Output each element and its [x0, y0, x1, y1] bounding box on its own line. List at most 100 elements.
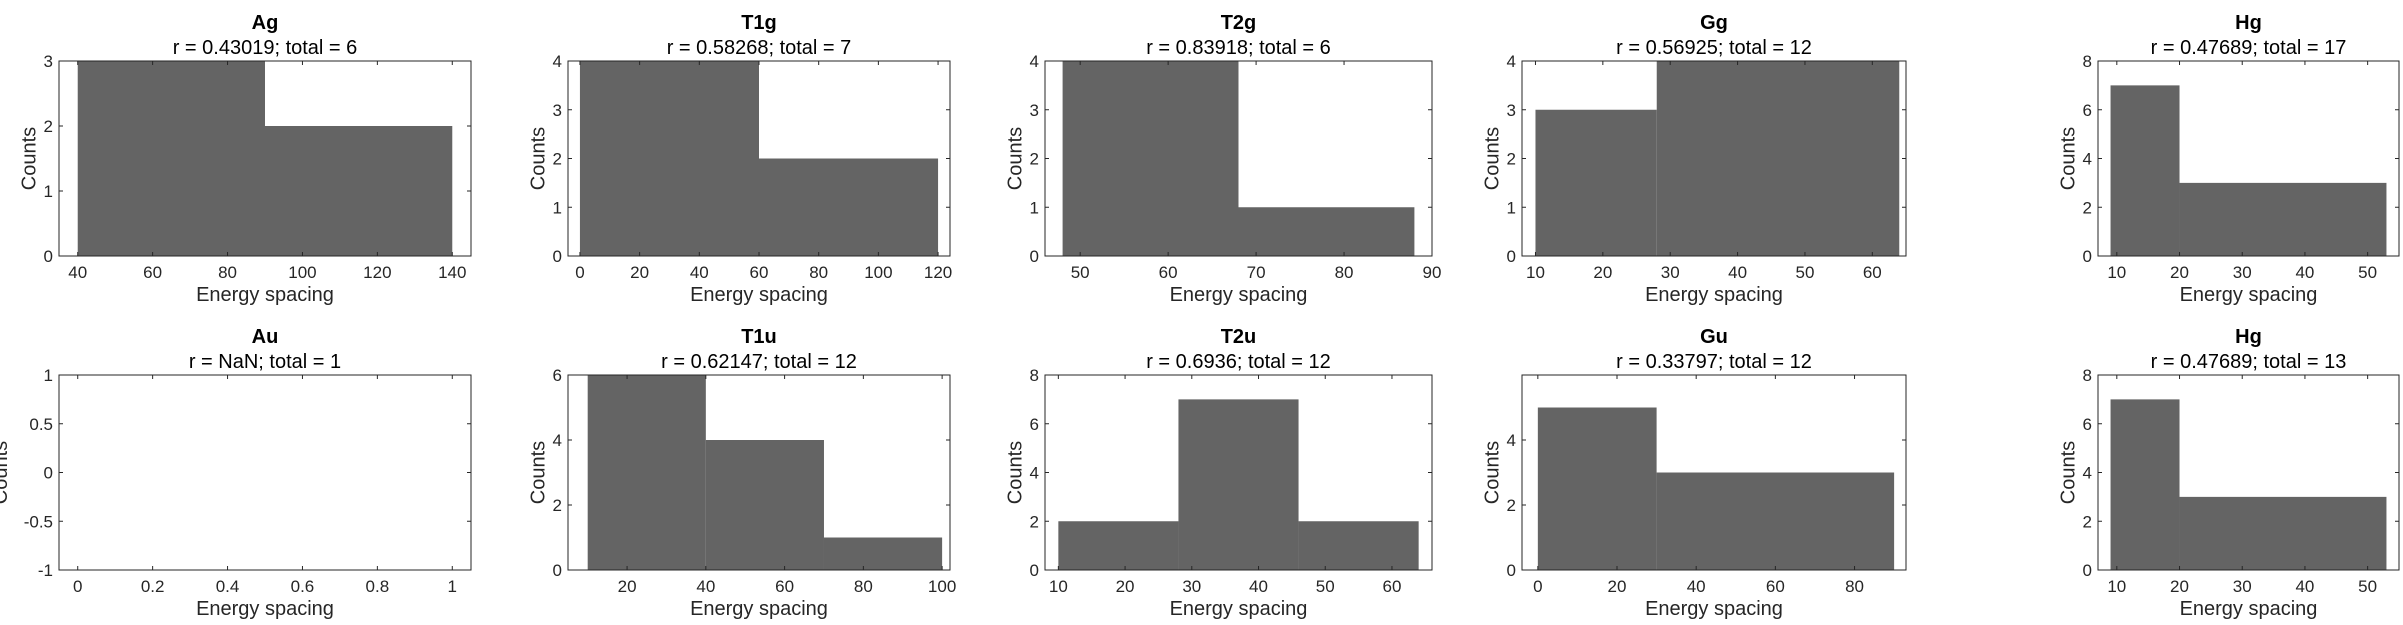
histogram-bar	[1656, 61, 1900, 256]
x-tick-label: 20	[1608, 577, 1627, 596]
histogram-bar	[1298, 521, 1419, 570]
x-tick-label: 50	[1316, 577, 1335, 596]
chart-title: T1g	[741, 12, 777, 34]
x-tick-label: 80	[854, 577, 873, 596]
histogram-bar	[1062, 61, 1239, 256]
chart-subtitle: r = 0.83918; total = 6	[1146, 37, 1331, 59]
x-axis-label: Energy spacing	[196, 598, 334, 620]
y-tick-label: -0.5	[24, 512, 53, 531]
x-tick-label: 0.2	[141, 577, 165, 596]
chart-title: T1u	[741, 326, 777, 348]
x-tick-label: 10	[2107, 263, 2126, 282]
y-tick-label: 0	[2083, 561, 2092, 580]
histogram-panel-gu: 0 20 40 60 80 0 2 4 Gu r = 0.33797; total = 12 Ene…	[1482, 326, 1907, 620]
y-tick-label: 2	[2083, 198, 2092, 217]
x-tick-label: 50	[1071, 263, 1090, 282]
chart-subtitle: r = 0.47689; total = 17	[2151, 37, 2347, 59]
y-tick-label: 1	[44, 182, 53, 201]
x-tick-label: 40	[1728, 263, 1747, 282]
x-axis-label: Energy spacing	[690, 284, 828, 306]
y-tick-label: 6	[2083, 101, 2092, 120]
histogram-panel-hg: 10 20 30 40 50 0 2 4 6 8 Hg r = 0.47689; total = 13…	[2058, 326, 2400, 620]
chart-subtitle: r = 0.58268; total = 7	[667, 37, 852, 59]
x-axis-label: Energy spacing	[1645, 598, 1783, 620]
y-tick-label: 8	[2083, 366, 2092, 385]
chart-title: Gu	[1700, 326, 1728, 348]
histogram-bar	[2110, 85, 2180, 256]
x-axis-label: Energy spacing	[2180, 284, 2318, 306]
y-tick-label: 2	[2083, 512, 2092, 531]
chart-title: Au	[252, 326, 279, 348]
x-tick-label: 30	[1661, 263, 1680, 282]
histogram-bar	[2179, 496, 2387, 570]
y-tick-label: 0	[44, 247, 53, 266]
y-tick-label: 0	[1507, 561, 1516, 580]
chart-title: Hg	[2235, 12, 2262, 34]
y-tick-label: 6	[2083, 415, 2092, 434]
y-tick-label: -1	[38, 561, 53, 580]
y-tick-label: 0.5	[29, 415, 53, 434]
y-tick-label: 2	[1507, 496, 1516, 515]
y-tick-label: 0	[1030, 247, 1039, 266]
chart-title: Hg	[2235, 326, 2262, 348]
y-tick-label: 3	[44, 52, 53, 71]
y-tick-label: 0	[44, 464, 53, 483]
x-tick-label: 60	[1383, 577, 1402, 596]
x-tick-label: 40	[1687, 577, 1706, 596]
chart-title: Ag	[252, 12, 279, 34]
histogram-panel-t2u: 10 20 30 40 50 60 0 2 4 6 8 T2u r = 0.6936; total = …	[1005, 326, 1433, 620]
y-tick-label: 6	[1030, 415, 1039, 434]
chart-title: Gg	[1700, 12, 1728, 34]
x-tick-label: 40	[1249, 577, 1268, 596]
y-tick-label: 3	[1507, 101, 1516, 120]
x-tick-label: 80	[218, 263, 237, 282]
y-tick-label: 4	[2083, 150, 2092, 169]
x-tick-label: 40	[2295, 577, 2314, 596]
x-tick-label: 40	[690, 263, 709, 282]
y-tick-label: 0	[1030, 561, 1039, 580]
x-tick-label: 50	[2358, 577, 2377, 596]
x-tick-label: 80	[1335, 263, 1354, 282]
y-tick-label: 4	[1507, 431, 1516, 450]
y-tick-label: 2	[553, 150, 562, 169]
y-tick-label: 4	[2083, 464, 2092, 483]
y-tick-label: 1	[44, 366, 53, 385]
y-tick-label: 4	[1030, 52, 1039, 71]
x-tick-label: 140	[438, 263, 466, 282]
x-tick-label: 60	[1766, 577, 1785, 596]
x-tick-label: 10	[2107, 577, 2126, 596]
x-tick-label: 60	[143, 263, 162, 282]
y-tick-label: 2	[1507, 150, 1516, 169]
histogram-bar	[1178, 399, 1299, 570]
x-tick-label: 10	[1526, 263, 1545, 282]
y-axis-label: Counts	[1005, 127, 1027, 190]
y-tick-label: 1	[553, 198, 562, 217]
x-tick-label: 30	[2233, 263, 2252, 282]
y-axis-label: Counts	[0, 441, 12, 504]
x-tick-label: 20	[2170, 577, 2189, 596]
y-tick-label: 1	[1030, 198, 1039, 217]
x-tick-label: 50	[1795, 263, 1814, 282]
y-tick-label: 0	[2083, 247, 2092, 266]
histogram-panel-t1g: 0 20 40 60 80 100 120 0 1 2 3 4 T1g r = 0.58268; tota…	[528, 12, 953, 306]
x-tick-label: 0	[575, 263, 584, 282]
x-tick-label: 60	[775, 577, 794, 596]
x-tick-label: 80	[1845, 577, 1864, 596]
y-axis-label: Counts	[19, 127, 41, 190]
histogram-panel-t2g: 50 60 70 80 90 0 1 2 3 4 T2g r = 0.83918; total = 6…	[1005, 12, 1442, 306]
y-axis-label: Counts	[2058, 441, 2080, 504]
y-tick-label: 1	[1507, 198, 1516, 217]
y-axis-label: Counts	[1482, 127, 1504, 190]
histogram-bar	[1535, 109, 1657, 256]
x-tick-label: 1	[448, 577, 457, 596]
x-tick-label: 80	[809, 263, 828, 282]
axes-frame	[567, 374, 951, 571]
y-tick-label: 4	[553, 52, 562, 71]
histogram-bar	[759, 158, 939, 256]
x-tick-label: 20	[1116, 577, 1135, 596]
chart-subtitle: r = 0.43019; total = 6	[173, 37, 358, 59]
x-tick-label: 20	[2170, 263, 2189, 282]
x-tick-label: 0	[1533, 577, 1542, 596]
chart-subtitle: r = 0.6936; total = 12	[1146, 351, 1331, 373]
y-tick-label: 4	[1507, 52, 1516, 71]
